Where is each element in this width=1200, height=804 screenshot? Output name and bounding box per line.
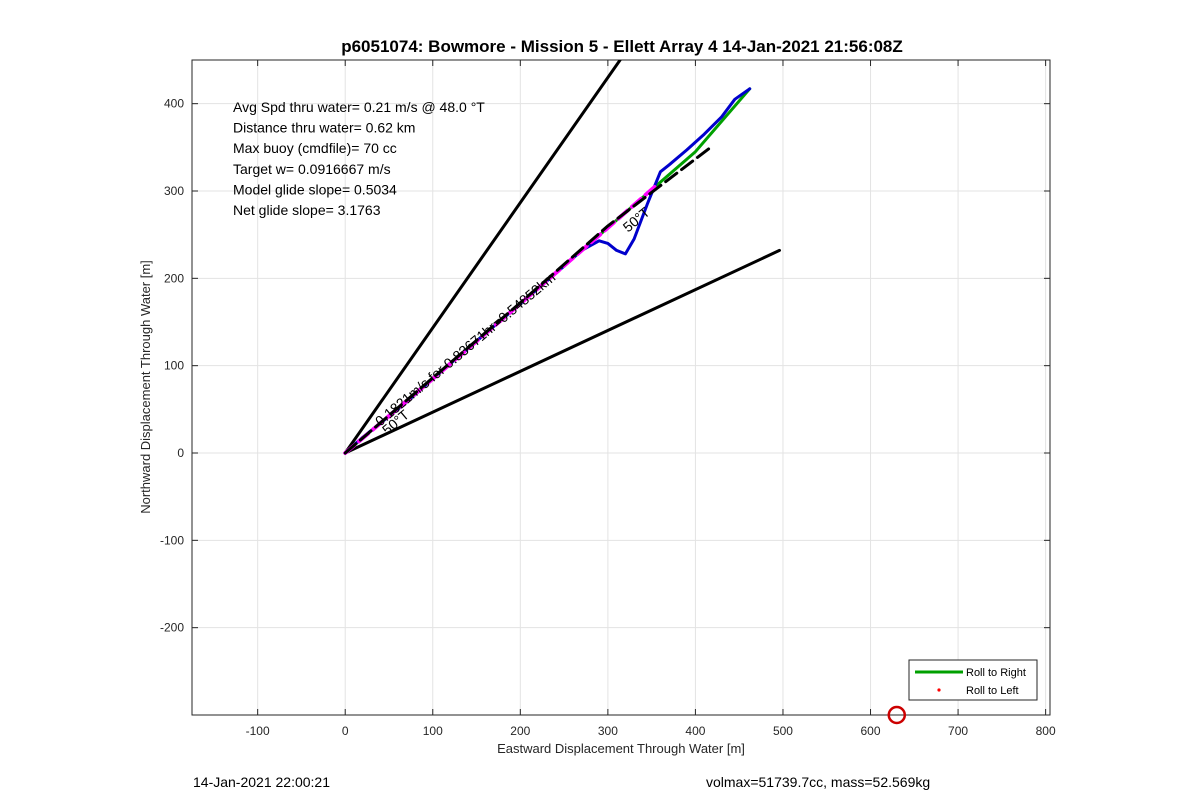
footer-volume-mass: volmax=51739.7cc, mass=52.569kg [706, 774, 930, 790]
x-tick-label: -100 [246, 724, 270, 738]
legend-roll-left-label: Roll to Left [966, 685, 1019, 697]
x-tick-label: 600 [861, 724, 881, 738]
legend: Roll to Right Roll to Left [908, 659, 1038, 701]
info-line: Max buoy (cmdfile)= 70 cc [233, 140, 397, 156]
info-line: Avg Spd thru water= 0.21 m/s @ 48.0 °T [233, 99, 485, 115]
y-tick-label: 200 [164, 271, 184, 285]
x-tick-label: 700 [948, 724, 968, 738]
end-position-marker [887, 705, 907, 725]
legend-roll-left-swatch [937, 688, 941, 692]
y-axis-label: Northward Displacement Through Water [m] [138, 260, 153, 514]
annotation-group: 0.1821m/s for 0.83671hr=0.54852km50°T50°… [372, 204, 653, 438]
chart-title: p6051074: Bowmore - Mission 5 - Ellett A… [341, 37, 903, 56]
series-line-0 [343, 60, 622, 455]
legend-box [908, 659, 1038, 701]
info-text-block: Avg Spd thru water= 0.21 m/s @ 48.0 °T Di… [233, 99, 485, 218]
info-line: Distance thru water= 0.62 km [233, 120, 415, 136]
footer-timestamp: 14-Jan-2021 22:00:21 [193, 774, 330, 790]
info-line: Model glide slope= 0.5034 [233, 181, 397, 197]
plot-area-frame [191, 59, 1051, 716]
info-line: Target w= 0.0916667 m/s [233, 161, 391, 177]
x-tick-label: 200 [510, 724, 530, 738]
x-tick-label: 500 [773, 724, 793, 738]
y-tick-label: 400 [164, 97, 184, 111]
series-line-5 [343, 144, 715, 455]
y-tick-label: 0 [177, 446, 184, 460]
annotation-label: 0.1821m/s for 0.83671hr=0.54852km [372, 269, 558, 429]
series-line-1 [343, 248, 781, 455]
y-tick-label: 100 [164, 359, 184, 373]
x-tick-label: 0 [342, 724, 349, 738]
y-tick-label: -200 [160, 621, 184, 635]
grid-lines [192, 60, 1050, 715]
x-tick-label: 100 [423, 724, 443, 738]
x-tick-label: 300 [598, 724, 618, 738]
legend-roll-right-label: Roll to Right [966, 667, 1026, 679]
y-tick-label: 300 [164, 184, 184, 198]
x-tick-label: 800 [1036, 724, 1056, 738]
info-line: Net glide slope= 3.1763 [233, 202, 381, 218]
y-tick-label: -100 [160, 533, 184, 547]
x-tick-label: 400 [685, 724, 705, 738]
series-group [343, 60, 781, 455]
axis-ticks: -100 0 100 200 300 400 500 600 700 800 -200 -100 0 10… [160, 60, 1056, 738]
x-axis-label: Eastward Displacement Through Water [m] [497, 741, 745, 756]
